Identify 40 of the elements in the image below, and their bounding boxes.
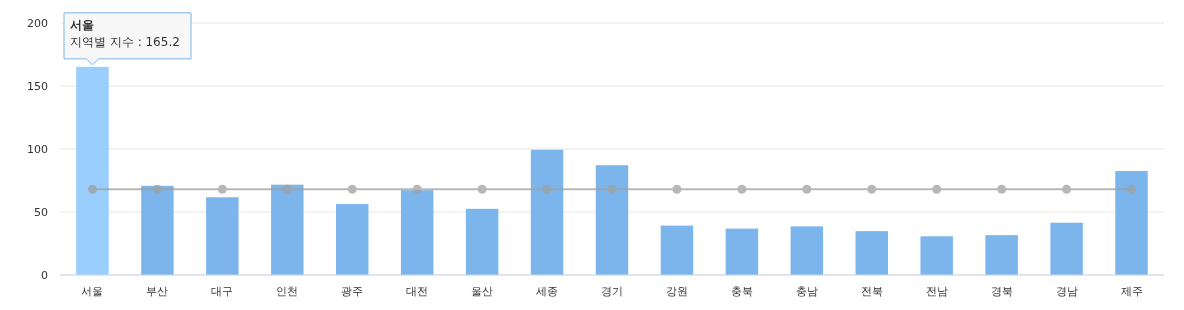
bar [76, 66, 109, 275]
y-tick-label: 200 [27, 17, 48, 30]
bar [595, 165, 629, 275]
x-tick-label: 광주 [341, 285, 364, 298]
x-tick-label: 전남 [925, 285, 948, 298]
bar [1050, 222, 1083, 275]
bar [465, 208, 499, 275]
x-tick-label: 대전 [406, 285, 429, 298]
bar [271, 184, 304, 275]
bar [725, 228, 759, 275]
x-tick-label: 대구 [211, 285, 234, 298]
y-tick-label: 150 [27, 80, 48, 93]
annotation: 서울 지역별 지수 : 165.2 [70, 17, 180, 49]
bar [1115, 171, 1148, 275]
bar [790, 226, 824, 275]
x-tick-label: 세종 [536, 285, 559, 298]
x-tick-label: 강원 [665, 285, 688, 298]
x-tick-label: 경북 [990, 285, 1013, 298]
bar [985, 235, 1018, 275]
bar [920, 236, 953, 275]
y-tick-label: 0 [41, 269, 48, 282]
x-tick-label: 서울 [81, 285, 104, 298]
x-tick-label: 경남 [1055, 285, 1078, 298]
y-tick-label: 100 [27, 143, 48, 156]
bar [141, 185, 174, 275]
x-tick-label: 제주 [1120, 285, 1143, 298]
x-tick-label: 울산 [471, 285, 494, 298]
x-tick-label: 부산 [146, 285, 169, 298]
bar [206, 197, 239, 275]
x-tick-label: 인천 [276, 285, 299, 298]
x-tick-label: 충남 [795, 285, 818, 298]
x-tick-label: 전북 [860, 285, 883, 298]
bar [530, 149, 564, 275]
x-tick-label: 경기 [601, 285, 623, 298]
bar [855, 231, 888, 275]
bar [660, 225, 694, 275]
bar [400, 190, 434, 275]
x-tick-label: 충북 [730, 285, 753, 298]
bar [336, 204, 369, 275]
y-tick-label: 50 [34, 206, 48, 219]
